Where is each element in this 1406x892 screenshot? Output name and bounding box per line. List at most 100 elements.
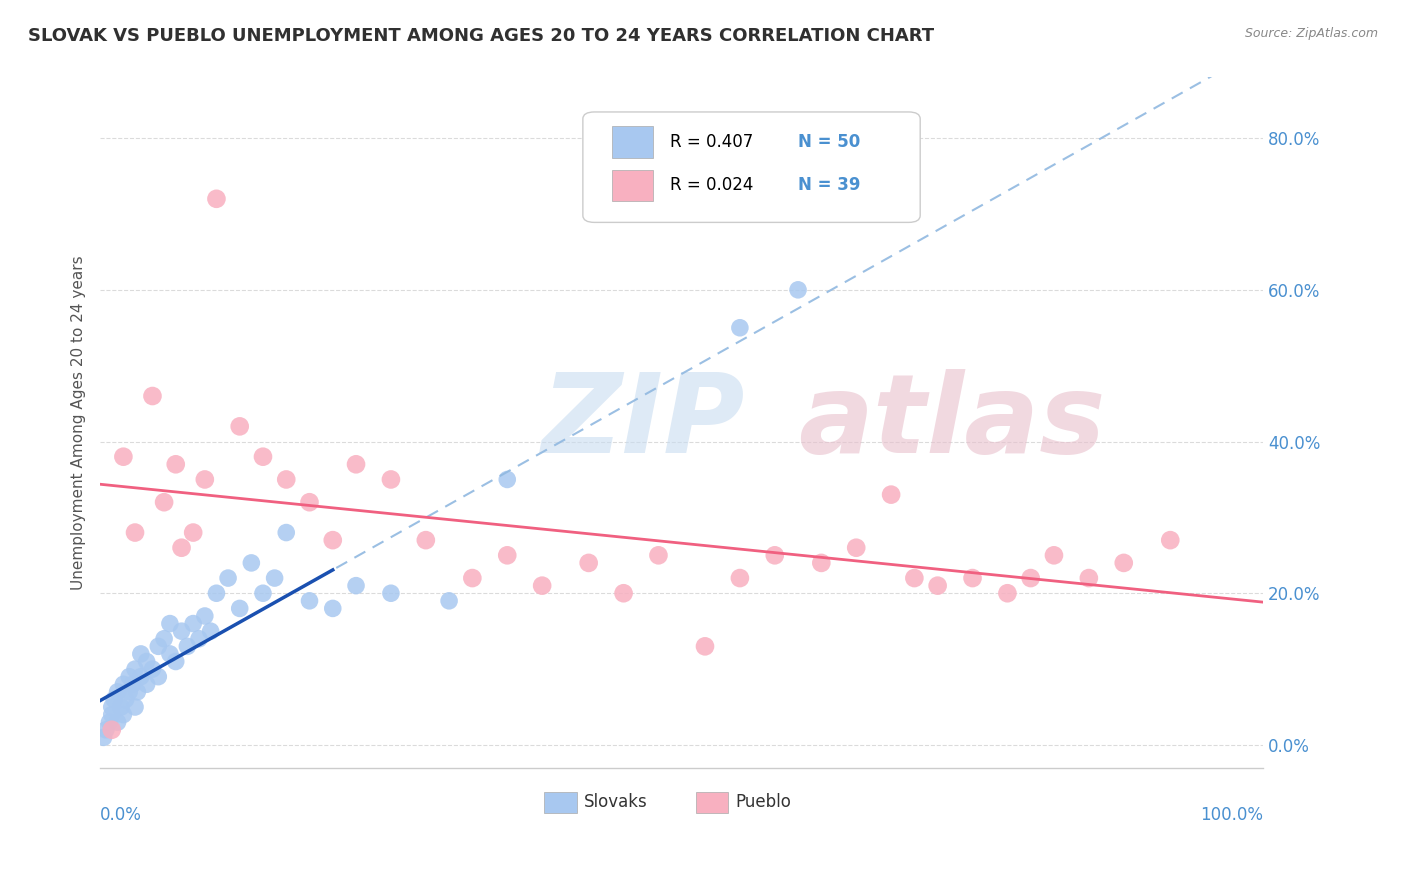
Point xyxy=(437,594,460,608)
Point xyxy=(127,685,149,699)
Point xyxy=(107,715,129,730)
Point xyxy=(322,601,344,615)
Point xyxy=(228,419,250,434)
Point xyxy=(578,556,600,570)
Point xyxy=(107,685,129,699)
Text: atlas: atlas xyxy=(799,369,1105,476)
Point xyxy=(344,579,367,593)
Point xyxy=(298,594,321,608)
Text: R = 0.407: R = 0.407 xyxy=(671,133,754,151)
Point xyxy=(165,458,187,472)
Point xyxy=(200,624,222,639)
FancyBboxPatch shape xyxy=(583,112,920,222)
Point xyxy=(135,655,157,669)
Point xyxy=(380,586,402,600)
Point xyxy=(135,677,157,691)
Point xyxy=(496,549,519,563)
Point xyxy=(194,609,217,624)
Point xyxy=(461,571,484,585)
Text: Source: ZipAtlas.com: Source: ZipAtlas.com xyxy=(1244,27,1378,40)
Point xyxy=(148,640,170,654)
Point xyxy=(112,677,135,691)
Point xyxy=(94,723,117,737)
Point xyxy=(181,616,204,631)
Point xyxy=(1019,571,1042,585)
Point xyxy=(112,707,135,722)
Point xyxy=(159,616,181,631)
Point xyxy=(141,389,163,403)
Point xyxy=(344,458,367,472)
Text: ZIP: ZIP xyxy=(543,369,745,476)
Point xyxy=(415,533,437,548)
Point xyxy=(613,586,636,600)
Point xyxy=(380,473,402,487)
Point xyxy=(252,450,274,464)
FancyBboxPatch shape xyxy=(696,792,728,813)
Point xyxy=(118,670,141,684)
Point xyxy=(129,670,152,684)
Text: Slovaks: Slovaks xyxy=(583,793,648,811)
Text: 100.0%: 100.0% xyxy=(1201,805,1264,823)
Point xyxy=(100,723,122,737)
Point xyxy=(276,473,298,487)
Point xyxy=(124,525,146,540)
Point xyxy=(124,662,146,676)
Point xyxy=(148,670,170,684)
Text: SLOVAK VS PUEBLO UNEMPLOYMENT AMONG AGES 20 TO 24 YEARS CORRELATION CHART: SLOVAK VS PUEBLO UNEMPLOYMENT AMONG AGES… xyxy=(28,27,934,45)
Point xyxy=(205,192,228,206)
Point xyxy=(531,579,554,593)
Point xyxy=(110,700,132,714)
Point xyxy=(100,700,122,714)
Point xyxy=(228,601,250,615)
Point xyxy=(153,495,176,509)
Point xyxy=(205,586,228,600)
Point xyxy=(159,647,181,661)
Point xyxy=(496,473,519,487)
Point xyxy=(112,450,135,464)
Point xyxy=(100,707,122,722)
Point xyxy=(763,549,786,563)
Point xyxy=(188,632,211,646)
Point xyxy=(141,662,163,676)
Point xyxy=(1112,556,1135,570)
Point xyxy=(121,677,143,691)
Point xyxy=(728,320,751,334)
Point xyxy=(153,632,176,646)
Point xyxy=(1077,571,1099,585)
Point xyxy=(176,640,198,654)
Point xyxy=(1159,533,1181,548)
Point xyxy=(997,586,1019,600)
Point xyxy=(1043,549,1066,563)
Point xyxy=(787,283,810,297)
Point xyxy=(927,579,949,593)
Point xyxy=(217,571,239,585)
Point xyxy=(728,571,751,585)
Point xyxy=(114,692,136,706)
Text: N = 39: N = 39 xyxy=(799,177,860,194)
Point xyxy=(298,495,321,509)
FancyBboxPatch shape xyxy=(612,170,652,201)
Text: Pueblo: Pueblo xyxy=(735,793,792,811)
Point xyxy=(103,692,125,706)
Point xyxy=(194,473,217,487)
Point xyxy=(181,525,204,540)
FancyBboxPatch shape xyxy=(544,792,576,813)
Text: R = 0.024: R = 0.024 xyxy=(671,177,754,194)
Point xyxy=(165,655,187,669)
Point xyxy=(252,586,274,600)
Point xyxy=(118,685,141,699)
Point xyxy=(845,541,868,555)
Point xyxy=(98,715,121,730)
Point xyxy=(276,525,298,540)
Point xyxy=(170,541,193,555)
FancyBboxPatch shape xyxy=(612,127,652,158)
Point xyxy=(880,488,903,502)
Point xyxy=(263,571,285,585)
Y-axis label: Unemployment Among Ages 20 to 24 years: Unemployment Among Ages 20 to 24 years xyxy=(72,255,86,590)
Text: 0.0%: 0.0% xyxy=(100,805,142,823)
Point xyxy=(124,700,146,714)
Point xyxy=(129,647,152,661)
Text: N = 50: N = 50 xyxy=(799,133,860,151)
Point xyxy=(810,556,832,570)
Point xyxy=(240,556,263,570)
